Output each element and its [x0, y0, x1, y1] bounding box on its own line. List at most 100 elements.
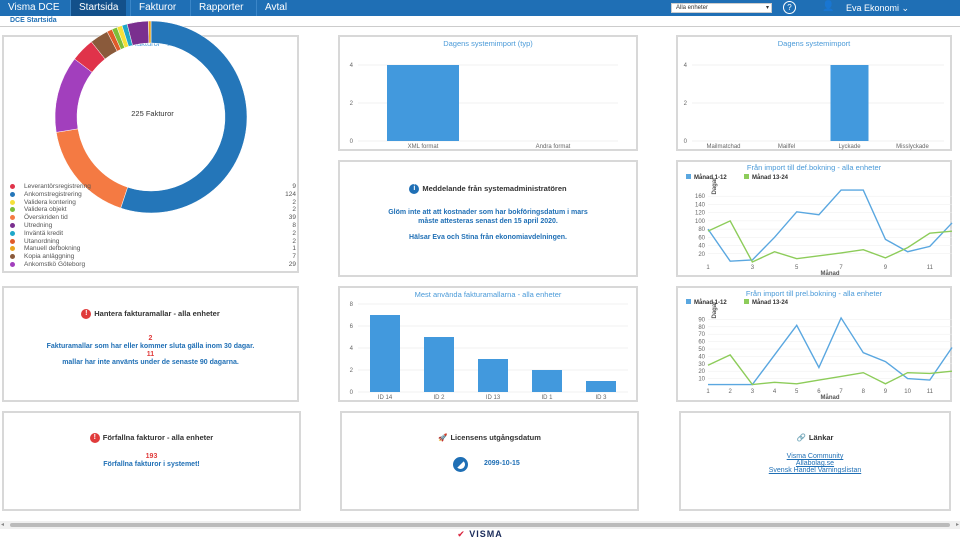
legend-item[interactable]: Validera kontering 2 [10, 199, 296, 207]
panel-title: Från import till prel.bokning - alla enh… [745, 289, 883, 298]
legend-label: Manuell defbokning [24, 245, 81, 253]
legend-item[interactable]: Överskriden tid 39 [10, 214, 296, 222]
x-tick-label: Mailfel [778, 144, 795, 150]
templates-line-1[interactable]: Fakturamallar som har eller kommer sluta… [46, 343, 255, 350]
legend-item[interactable]: Ankomstregistrering 124 [10, 191, 296, 199]
legend-value: 1 [292, 245, 296, 253]
legend-label: Ankomstkö Göteborg [24, 261, 86, 268]
x-tick-label: Mailmatchad [706, 144, 740, 150]
templates-count-2: 11 [146, 351, 155, 358]
panel-license: 🚀 Licensens utgångsdatum 2099-10-15 [340, 411, 639, 511]
scroll-left-icon[interactable]: ◂ [1, 522, 5, 528]
x-tick-label: 7 [839, 265, 843, 271]
panel-title: Mest använda fakturamallarna - alla enhe… [414, 290, 562, 299]
x-tick-label: ID 14 [378, 395, 393, 401]
overdue-title-text: Förfallna fakturor - alla enheter [102, 433, 214, 442]
rocket-icon: 🚀 [438, 433, 448, 442]
user-menu[interactable]: Eva Ekonomi ⌄ [846, 3, 909, 14]
x-tick-label: 8 [862, 389, 866, 395]
message-title: i Meddelande från systemadministratören [340, 184, 636, 195]
legend-swatch [744, 299, 749, 304]
tab-avtal[interactable]: Avtal [256, 0, 295, 16]
x-tick-label: Lyckade [838, 144, 861, 150]
legend-dot [10, 191, 15, 197]
panel-overdue-invoices: ! Förfallna fakturor - alla enheter 193 F… [2, 411, 301, 511]
legend-label: Validera kontering [24, 198, 76, 206]
message-title-text: Meddelande från systemadministratören [422, 184, 567, 193]
bar [370, 315, 400, 392]
legend-value: 7 [292, 253, 296, 261]
templates-line-2[interactable]: mallar har inte använts under de senaste… [62, 359, 239, 366]
legend-value: 29 [288, 261, 296, 268]
legend-item[interactable]: Kopia anläggning 7 [10, 253, 296, 261]
links-title: 🔗 Länkar [681, 433, 949, 442]
help-icon[interactable]: ? [783, 1, 796, 14]
y-tick-label: 2 [350, 101, 354, 107]
brand-link[interactable]: Visma DCE [8, 2, 60, 13]
overdue-count: 193 [145, 453, 158, 460]
legend-item[interactable]: Utredning 8 [10, 222, 296, 230]
legend-label: Inväntä kredit [24, 229, 64, 237]
legend-label: Månad 1-12 [694, 299, 727, 306]
legend-dot [10, 262, 15, 267]
legend-label: Månad 13-24 [752, 174, 789, 181]
bar [830, 65, 869, 141]
page-title: DCE Startsida [10, 17, 57, 24]
y-tick-label: 80 [698, 227, 705, 233]
chevron-down-icon: ▾ [765, 5, 769, 11]
y-tick-label: 90 [698, 317, 705, 323]
legend-label: Överskriden tid [24, 214, 68, 222]
y-axis-label: Dagar [712, 177, 718, 195]
link-allabolag[interactable]: Allabolag.se [795, 460, 835, 467]
legend-swatch [686, 299, 691, 304]
x-tick-label: ID 2 [433, 395, 445, 401]
legend-label: Utredning [24, 222, 53, 229]
link-visma-community[interactable]: Visma Community [786, 453, 844, 460]
donut-slice [54, 58, 93, 133]
x-axis-label: Månad [820, 270, 839, 277]
top-navigation-bar: Visma DCE Startsida Fakturor Rapporter A… [0, 0, 960, 16]
overdue-line[interactable]: Förfallna fakturor i systemet! [103, 461, 200, 468]
x-tick-label: 1 [706, 389, 710, 395]
y-axis-label: Dagar [712, 301, 718, 319]
x-tick-label: Misslyckade [896, 144, 929, 150]
panel-title: Dagens systemimport [777, 39, 851, 48]
legend-item[interactable]: Manuell defbokning 1 [10, 245, 296, 253]
legend-label: Validera objekt [24, 206, 67, 214]
x-tick-label: 5 [795, 389, 799, 395]
legend-value: 9 [292, 183, 296, 190]
legend-item[interactable]: Leverantörsregistrering 9 [10, 183, 296, 191]
legend-label: Utanordning [24, 237, 60, 245]
x-tick-label: 7 [839, 389, 843, 395]
legend-value: 2 [292, 206, 296, 214]
link-varningslistan[interactable]: Svensk Handel Varningslistan [768, 467, 862, 474]
templates-bar-chart: 0 2 4 6 8 ID 14 ID 2 ID 13 ID 1 ID 3 [350, 302, 628, 401]
tab-rapporter[interactable]: Rapporter [190, 0, 251, 16]
y-tick-label: 60 [698, 235, 705, 241]
horizontal-scrollbar[interactable]: ◂ ▸ [0, 521, 960, 529]
x-tick-label: 11 [927, 265, 934, 271]
scrollbar-thumb[interactable] [10, 523, 950, 527]
breadcrumb: DCE Startsida [0, 16, 960, 27]
panel-title: Mina aktiva fakturor - alla enheter [94, 39, 207, 48]
x-tick-label: Andra format [536, 144, 571, 150]
legend-item[interactable]: Utanordning 2 [10, 238, 296, 246]
def-booking-line-chart: Månad 1-12 Månad 13-24 20 40 60 80 100 120 140 16… [686, 174, 953, 277]
tab-startsida[interactable]: Startsida [70, 0, 127, 16]
series-line [707, 354, 953, 386]
legend-item[interactable]: Inväntä kredit 2 [10, 230, 296, 238]
legend-item[interactable]: Validera objekt 2 [10, 206, 296, 214]
y-tick-label: 4 [350, 346, 354, 352]
legend-swatch [744, 174, 749, 179]
legend-label: Månad 1-12 [694, 174, 727, 181]
unit-select[interactable]: Alla enheter ▾ [671, 3, 772, 13]
x-tick-label: XML format [408, 144, 439, 150]
legend-item[interactable]: Ankomstkö Göteborg 29 [10, 261, 296, 269]
y-tick-label: 4 [684, 63, 688, 69]
footer-logo: ✔ VISMA [0, 529, 960, 540]
x-tick-label: 11 [927, 389, 934, 395]
tab-fakturor[interactable]: Fakturor [130, 0, 184, 16]
scroll-right-icon[interactable]: ▸ [955, 522, 959, 528]
series-line [708, 316, 953, 386]
visma-logo-icon: ✔ [457, 529, 466, 539]
